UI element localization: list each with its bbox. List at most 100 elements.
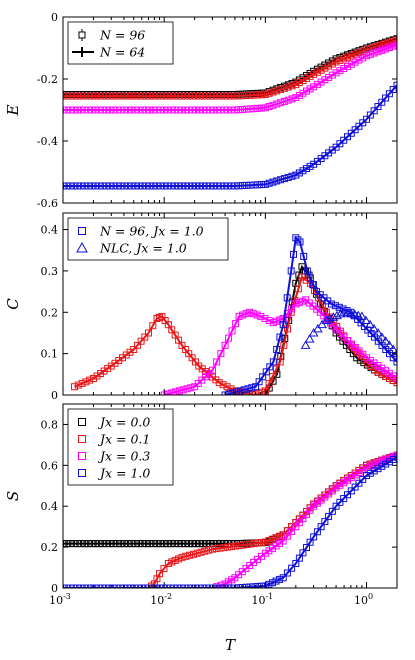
data-point	[389, 42, 397, 50]
data-point	[160, 565, 168, 573]
data-point	[378, 462, 386, 470]
data-point	[159, 584, 167, 588]
data-point	[113, 92, 121, 100]
data-point	[131, 182, 139, 190]
data-point	[246, 308, 254, 316]
data-point	[246, 583, 254, 588]
data-point	[295, 554, 303, 562]
data-point	[153, 182, 161, 190]
data-point	[306, 85, 314, 93]
data-point	[359, 47, 367, 55]
data-point	[292, 523, 300, 531]
data-point	[292, 94, 300, 102]
data-point	[128, 92, 136, 100]
data-point	[206, 106, 214, 114]
data-point	[181, 540, 189, 548]
data-point	[77, 106, 85, 114]
data-point	[84, 540, 92, 548]
data-point	[277, 99, 285, 107]
data-point	[378, 46, 386, 54]
data-point	[239, 182, 247, 190]
data-point	[174, 106, 182, 114]
data-point	[306, 72, 314, 80]
data-point	[254, 539, 262, 547]
data-point	[171, 106, 179, 114]
data-point	[206, 92, 214, 100]
x-tick-label: 100	[354, 592, 373, 607]
data-point	[120, 540, 128, 548]
data-point	[174, 92, 182, 100]
data-point	[196, 106, 204, 114]
data-point	[192, 106, 200, 114]
data-point	[153, 540, 161, 548]
data-point	[261, 180, 269, 188]
data-point	[131, 92, 139, 100]
data-point	[73, 584, 81, 588]
data-point	[181, 584, 189, 588]
y-tick-label: 0.2	[41, 541, 59, 554]
data-point	[321, 315, 332, 325]
data-point	[138, 182, 146, 190]
data-point	[300, 340, 311, 349]
data-point	[98, 584, 106, 588]
data-point	[181, 106, 189, 114]
data-point	[188, 92, 196, 100]
data-point	[208, 545, 216, 553]
data-point	[220, 182, 228, 190]
data-point	[332, 502, 340, 510]
axes-frame	[62, 16, 398, 204]
data-point	[259, 373, 267, 381]
data-point	[347, 52, 355, 60]
data-point	[84, 182, 92, 190]
data-point	[224, 92, 232, 100]
data-point	[296, 238, 304, 246]
data-point	[292, 171, 300, 179]
data-point	[257, 312, 265, 320]
data-point	[128, 540, 136, 548]
data-point	[370, 460, 378, 468]
data-point	[73, 92, 81, 100]
legend-marker	[78, 435, 86, 443]
data-point	[80, 584, 88, 588]
series-line	[63, 84, 397, 187]
y-tick-label: 0.2	[41, 306, 59, 319]
data-point	[70, 540, 78, 548]
data-point	[131, 540, 139, 548]
data-point	[269, 372, 277, 380]
data-point	[184, 584, 192, 588]
data-point	[142, 182, 150, 190]
data-point	[393, 41, 397, 49]
legend-marker	[78, 227, 86, 235]
y-tick-label: 0	[51, 389, 58, 402]
data-point	[183, 385, 191, 393]
data-point	[304, 334, 315, 343]
data-point	[374, 103, 382, 111]
data-point	[128, 182, 136, 190]
data-point	[382, 94, 390, 102]
data-point	[227, 584, 235, 588]
y-axis-label: S	[4, 491, 22, 501]
data-point	[160, 182, 168, 190]
data-point	[63, 106, 67, 114]
data-point	[195, 584, 203, 588]
data-point	[276, 539, 284, 547]
data-point	[300, 252, 308, 260]
y-tick-label: 0	[51, 582, 58, 595]
data-point	[141, 584, 149, 588]
data-point	[228, 327, 236, 335]
data-point	[276, 333, 284, 341]
data-point	[117, 106, 125, 114]
legend-label: N = 96, Jx = 1.0	[99, 224, 204, 239]
data-point	[102, 92, 110, 100]
data-point	[188, 106, 196, 114]
data-point	[106, 182, 114, 190]
data-point	[135, 182, 143, 190]
legend-label: Jx = 0.3	[97, 449, 150, 464]
data-point	[217, 106, 225, 114]
data-point	[88, 540, 96, 548]
data-point	[299, 89, 307, 97]
data-point	[177, 584, 185, 588]
data-point	[203, 106, 211, 114]
data-point	[273, 177, 281, 185]
